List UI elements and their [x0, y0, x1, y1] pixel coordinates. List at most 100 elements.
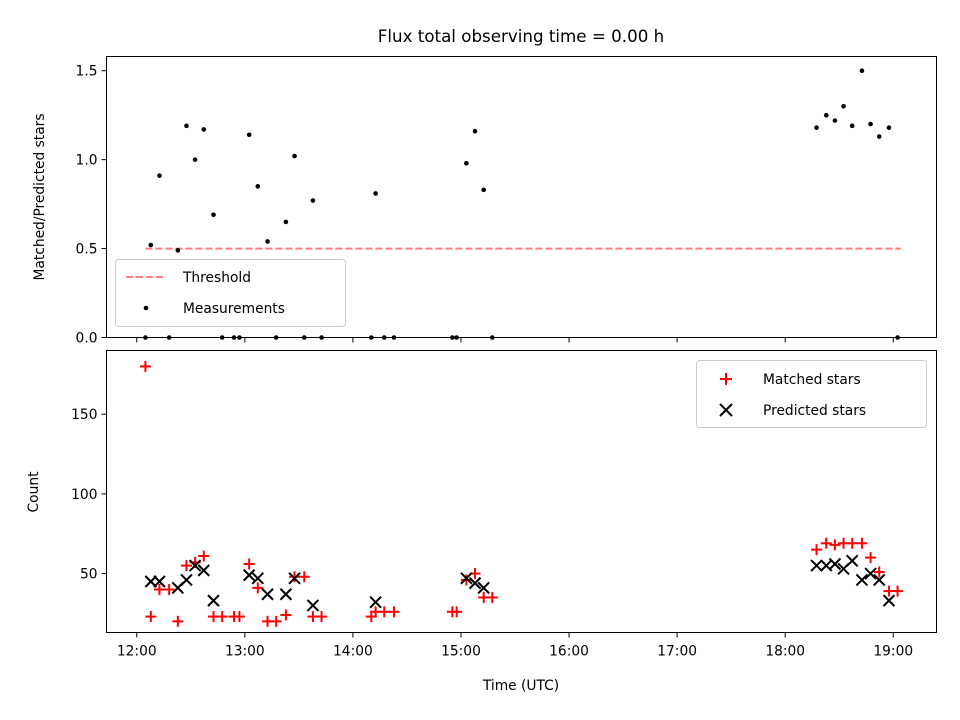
matched-star-point — [298, 571, 310, 583]
measurement-point — [373, 191, 378, 196]
predicted-star-point — [468, 576, 482, 590]
matched-star-point — [180, 560, 192, 572]
bottom-axes-frame — [106, 350, 937, 633]
measurement-point — [265, 239, 270, 244]
measurement-point — [832, 118, 838, 123]
measurement-point — [211, 212, 216, 218]
measurement-point — [201, 127, 207, 132]
matched-star-point — [270, 615, 282, 627]
matched-star-point — [486, 591, 498, 603]
measurement-point — [166, 335, 172, 340]
predicted-star-point — [180, 573, 193, 587]
top-plot-marks — [143, 68, 901, 340]
top-legend-box — [115, 259, 346, 327]
bottom-x-axis-ticks: 12:00 13:00 14:00 15:00 16:00 17:00 18:00 19:00 — [117, 632, 913, 660]
predicted-star-point — [197, 564, 210, 577]
bottom-x-tick-label: 14:00 — [333, 644, 373, 660]
matched-star-point — [153, 583, 165, 595]
predicted-star-point — [810, 559, 823, 572]
bottom-x-tick-label: 17:00 — [657, 644, 697, 660]
top-y-tick-label: 1.5 — [76, 64, 98, 80]
bottom-x-tick-label: 13:00 — [225, 644, 265, 660]
predicted-star-point — [828, 557, 842, 571]
measurement-point — [231, 335, 237, 340]
bottom-y-tick-label: 100 — [71, 487, 97, 503]
matched-star-point — [139, 360, 151, 372]
predicted-star-point — [845, 554, 859, 568]
measurement-point — [319, 335, 324, 340]
matched-star-point — [892, 585, 904, 597]
measurement-point — [849, 123, 855, 129]
measurement-point — [814, 125, 819, 130]
measurement-point — [148, 242, 154, 248]
measurement-point — [464, 160, 469, 166]
bottom-legend: Matched stars Predicted stars — [696, 360, 927, 428]
predicted-star-point — [477, 581, 490, 595]
bottom-x-tick-label: 12:00 — [117, 644, 157, 660]
predicted-star-point — [207, 594, 220, 607]
predicted-star-point — [873, 573, 886, 587]
matched-star-point — [289, 571, 301, 583]
bottom-y-axis-ticks: 50 100 150 — [71, 407, 107, 583]
measurement-point — [481, 187, 486, 193]
predicted-star-point — [369, 596, 382, 609]
bottom-y-tick-label: 50 — [80, 567, 98, 583]
top-y-axis-ticks: 0.0 0.5 1.0 1.5 — [76, 64, 107, 347]
predicted-star-point — [882, 594, 896, 607]
top-x-axis-ticks — [136, 337, 894, 343]
matched-star-point — [243, 558, 255, 570]
predicted-stars-legend-marker — [719, 403, 733, 417]
measurement-point — [246, 132, 252, 138]
bottom-x-tick-label: 15:00 — [441, 644, 481, 660]
bottom-x-tick-label: 18:00 — [765, 644, 805, 660]
top-legend: Threshold Measurements — [115, 259, 346, 327]
measurement-point — [490, 335, 495, 340]
matched-star-point — [846, 537, 858, 549]
bottom-x-axis-label: Time (UTC) — [482, 678, 559, 694]
predicted-star-point — [242, 568, 256, 582]
matched-star-point — [388, 606, 400, 618]
matched-star-point — [216, 611, 228, 623]
predicted-star-point — [288, 572, 301, 585]
measurement-point — [255, 184, 261, 189]
predicted-star-point — [251, 572, 265, 585]
measurement-point — [237, 335, 242, 340]
measurement-point — [143, 335, 148, 340]
top-y-tick-label: 0.5 — [76, 242, 98, 258]
measurement-point — [175, 248, 181, 253]
bottom-x-tick-label: 19:00 — [873, 644, 913, 660]
top-y-tick-label: 1.0 — [76, 153, 98, 169]
measurement-point — [823, 112, 829, 118]
predicted-star-point — [279, 588, 293, 601]
measurement-point — [876, 134, 882, 139]
bottom-y-axis-label: Count — [26, 471, 42, 513]
predicted-star-point — [864, 567, 877, 580]
predicted-star-point — [188, 559, 202, 572]
matched-star-point — [316, 611, 328, 623]
measurements-legend-marker — [143, 305, 149, 311]
matched-star-point — [856, 537, 868, 549]
measurement-point — [886, 125, 892, 130]
measurement-point — [368, 335, 374, 340]
matched-star-point — [811, 544, 823, 556]
bottom-legend-box — [696, 360, 927, 428]
predicted-stars-legend-label: Predicted stars — [763, 403, 866, 419]
top-chart-title: Flux total observing time = 0.00 h — [378, 26, 664, 46]
measurement-point — [868, 121, 873, 127]
measurement-point — [219, 335, 225, 340]
top-plot-area: 0.0 0.5 1.0 1.5 Matched/Predicted stars — [32, 56, 937, 347]
matched-star-point — [145, 611, 157, 623]
bottom-y-tick-label: 150 — [71, 407, 97, 423]
measurement-point — [391, 335, 397, 340]
predicted-star-point — [855, 573, 869, 587]
top-y-axis-label: Matched/Predicted stars — [32, 113, 48, 280]
measurement-point — [895, 335, 900, 340]
measurement-point — [472, 128, 478, 134]
matched-star-point — [873, 566, 885, 578]
measurement-point — [184, 123, 189, 129]
bottom-plot-marks — [139, 360, 904, 627]
matched-star-point — [163, 583, 175, 595]
measurement-point — [450, 335, 455, 340]
measurement-point — [859, 68, 865, 74]
